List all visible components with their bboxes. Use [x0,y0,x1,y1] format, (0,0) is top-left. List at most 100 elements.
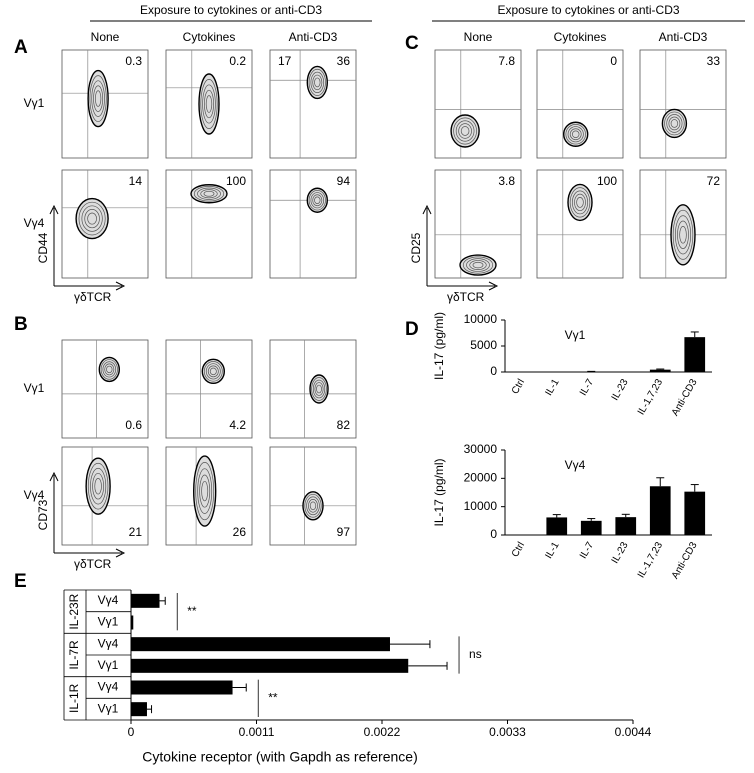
contour [200,189,218,199]
contour [203,190,215,197]
x-tick-label: IL-7 [578,540,596,561]
contour [308,68,326,96]
y-axis-label: IL-17 (pg/ml) [432,458,446,526]
contour [302,491,324,521]
contour [190,184,228,204]
y-tick-label: 0 [490,364,497,378]
contour [462,256,494,274]
contour [316,384,322,394]
contour [306,65,328,100]
x-axis-label: γδTCR [447,290,485,304]
panel-header: Exposure to cytokines or anti-CD3 [497,3,679,17]
bar [649,369,671,372]
quadrant-value: 36 [337,54,351,68]
x-tick-label: IL-1,7,23 [636,540,665,580]
contour [205,95,213,113]
chart-title: Vγ1 [565,328,586,342]
quadrant-value: 33 [707,54,721,68]
panel-label: E [14,571,27,592]
row-label: Vγ1 [24,381,45,395]
row-label: Vγ1 [98,658,119,672]
contour [89,75,107,122]
column-label: Cytokines [183,30,236,44]
significance-label: ns [469,647,482,661]
contour [670,119,679,128]
contour [84,209,100,229]
x-tick-label: IL-7 [578,377,596,398]
contour [312,194,323,207]
y-axis-label: CD25 [409,232,423,263]
column-label: Anti-CD3 [289,30,338,44]
plot-frame [61,169,149,279]
panel-header: Exposure to cytokines or anti-CD3 [140,3,322,17]
quadrant-value: 26 [233,525,247,539]
x-tick-label: IL-1 [543,377,561,398]
contour [455,120,475,142]
plot-frame [269,446,357,546]
x-tick-label: 0.0011 [239,725,275,739]
quadrant-value: 0 [610,54,617,68]
bar [131,593,160,608]
contour [569,187,591,218]
contour [308,190,326,211]
contour [571,130,580,138]
contour [306,187,328,213]
x-tick-label: 0.0044 [615,725,652,739]
arrow-head [115,281,126,291]
contour [201,480,209,502]
bar [131,680,233,695]
quadrant-value: 21 [129,525,143,539]
contour [198,73,220,135]
contour [200,79,218,129]
x-tick-label: 0 [128,725,135,739]
panel-label: C [405,33,419,54]
contour [466,258,490,272]
quadrant-value: 7.8 [498,54,515,68]
contour [81,205,103,232]
arrow-head [422,204,432,215]
contour [677,220,689,249]
contour [569,128,582,141]
contour [664,111,685,136]
contour [567,126,584,143]
contour [203,361,223,382]
contour [674,215,692,255]
contour [304,493,322,518]
contour [199,474,211,508]
row-label: Vγ4 [98,593,119,607]
contour [310,71,325,93]
x-tick-label: Anti-CD3 [670,540,700,581]
contour [310,192,325,209]
bar [131,615,134,630]
contour [311,377,327,401]
contour [567,183,593,222]
group-label: IL-7R [67,640,81,670]
contour [104,363,115,376]
contour [106,365,113,374]
contour [195,462,215,521]
panel-label: B [14,314,28,335]
contour [565,124,586,145]
quadrant-value: 97 [337,525,351,539]
y-axis-label: CD73 [36,499,50,530]
significance-label: ** [268,691,278,705]
contour [306,496,320,516]
bar [615,517,637,535]
contour [563,121,589,147]
contour [92,472,104,500]
contour [672,209,694,260]
row-label: Vγ4 [98,636,119,650]
contour [469,260,487,270]
x-tick-label: IL-23 [610,377,631,403]
contour [453,117,477,145]
plot-frame [61,446,149,546]
x-axis-label: γδTCR [74,557,112,571]
contour [201,358,226,385]
y-tick-label: 30000 [464,442,498,456]
row-label: Vγ4 [24,216,45,230]
panel-label: D [405,319,419,340]
y-axis-label: IL-17 (pg/ml) [432,312,446,380]
contour [574,193,586,212]
x-tick-label: IL-1 [543,540,561,561]
